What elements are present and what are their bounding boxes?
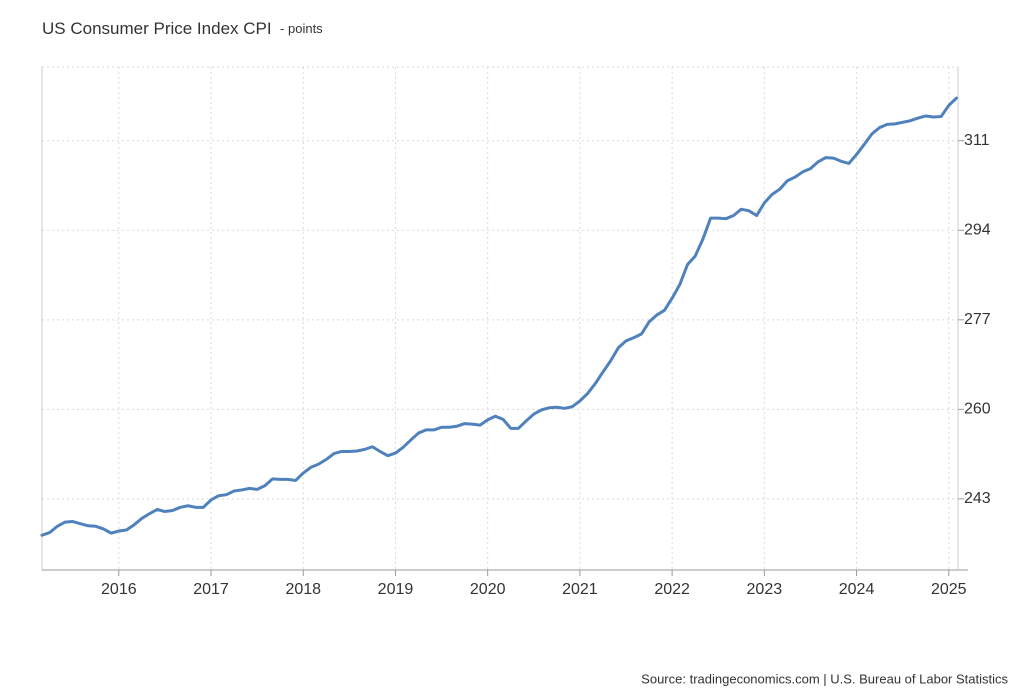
chart-title-line: US Consumer Price Index CPI - points bbox=[42, 19, 323, 38]
x-tick-label: 2020 bbox=[470, 581, 506, 598]
y-tick-label: 277 bbox=[964, 311, 991, 328]
y-tick-label: 260 bbox=[964, 401, 991, 418]
y-tick-label: 311 bbox=[964, 132, 990, 149]
x-tick-label: 2021 bbox=[562, 581, 598, 598]
line-series bbox=[40, 96, 958, 537]
y-tick-label: 243 bbox=[964, 490, 991, 507]
x-tick-label: 2024 bbox=[839, 581, 875, 598]
y-tick-label: 294 bbox=[964, 221, 991, 238]
chart-unit: - points bbox=[280, 21, 323, 36]
x-tick-label: 2025 bbox=[931, 581, 967, 598]
source: Source: tradingeconomics.com | U.S. Bure… bbox=[641, 671, 1008, 686]
x-tick-label: 2018 bbox=[285, 581, 321, 598]
x-tick-label: 2016 bbox=[101, 581, 137, 598]
chart-title: US Consumer Price Index CPI bbox=[42, 19, 272, 38]
x-tick-label: 2019 bbox=[378, 581, 414, 598]
x-tick-label: 2017 bbox=[193, 581, 229, 598]
x-tick-label: 2022 bbox=[654, 581, 690, 598]
x-tick-label: 2023 bbox=[747, 581, 783, 598]
